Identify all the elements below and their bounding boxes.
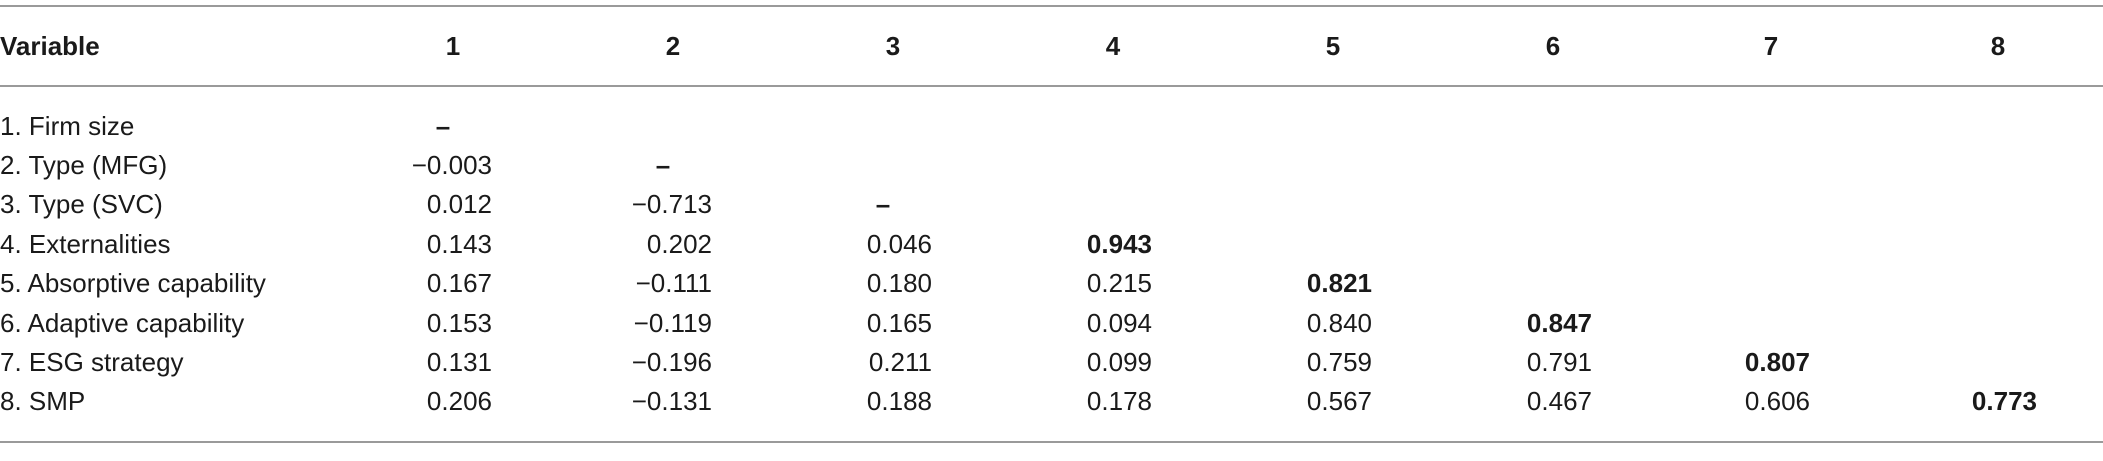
cell: −0.111 <box>635 268 712 298</box>
cell: −0.119 <box>633 308 712 338</box>
header-cell: 1 <box>445 31 461 61</box>
header-cell: 6 <box>1545 31 1561 61</box>
header-cell: 7 <box>1763 31 1779 61</box>
cell: – <box>435 111 451 141</box>
cell: 0.143 <box>426 229 492 259</box>
top-rule <box>0 5 2103 7</box>
cell: 0.153 <box>426 308 492 338</box>
row-label: 7. ESG strategy <box>0 347 184 377</box>
bottom-rule <box>0 441 2103 443</box>
cell: 0.567 <box>1306 386 1372 416</box>
cell: 0.211 <box>868 347 932 377</box>
row-label: 5. Absorptive capability <box>0 268 266 298</box>
cell: 0.094 <box>1086 308 1152 338</box>
header-cell: 3 <box>885 31 901 61</box>
cell: 0.821 <box>1306 268 1372 298</box>
cell: 0.012 <box>426 189 492 219</box>
cell: −0.003 <box>411 150 492 180</box>
cell: 0.202 <box>646 229 712 259</box>
row-label: 8. SMP <box>0 386 86 416</box>
row-label: 3. Type (SVC) <box>0 189 163 219</box>
cell: 0.131 <box>426 347 492 377</box>
cell: – <box>875 189 891 219</box>
cell: 0.188 <box>866 386 932 416</box>
cell: 0.167 <box>426 268 492 298</box>
cell: 0.773 <box>1971 386 2037 416</box>
cell: 0.840 <box>1306 308 1372 338</box>
cell: 0.165 <box>866 308 932 338</box>
header-cell: 8 <box>1990 31 2006 61</box>
cell: 0.206 <box>426 386 492 416</box>
cell: 0.099 <box>1086 347 1152 377</box>
cell: 0.178 <box>1086 386 1152 416</box>
cell: – <box>655 150 671 180</box>
row-label: 2. Type (MFG) <box>0 150 168 180</box>
header-cell: 5 <box>1325 31 1341 61</box>
cell: 0.943 <box>1086 229 1152 259</box>
header-cell: Variable <box>0 31 100 61</box>
cell: 0.180 <box>866 268 932 298</box>
cell: −0.131 <box>631 386 712 416</box>
cell: −0.713 <box>631 189 712 219</box>
cell: 0.606 <box>1744 386 1810 416</box>
row-label: 1. Firm size <box>0 111 135 141</box>
header-cell: 4 <box>1105 31 1121 61</box>
cell: 0.759 <box>1306 347 1372 377</box>
cell: 0.807 <box>1744 347 1810 377</box>
header-rule <box>0 85 2103 87</box>
row-label: 6. Adaptive capability <box>0 308 245 338</box>
cell: 0.215 <box>1086 268 1152 298</box>
cell: −0.196 <box>631 347 712 377</box>
cell: 0.467 <box>1526 386 1592 416</box>
header-cell: 2 <box>665 31 681 61</box>
cell: 0.791 <box>1526 347 1592 377</box>
cell: 0.046 <box>866 229 932 259</box>
row-label: 4. Externalities <box>0 229 171 259</box>
cell: 0.847 <box>1526 308 1592 338</box>
